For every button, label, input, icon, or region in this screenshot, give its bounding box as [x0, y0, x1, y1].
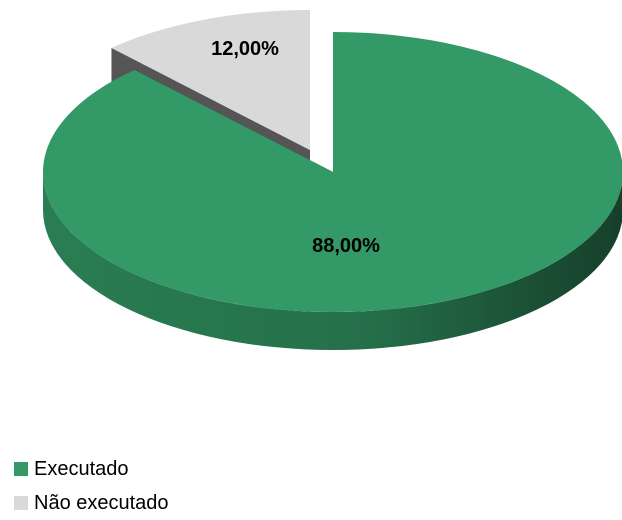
data-label-executado: 88,00% — [312, 235, 380, 257]
legend-label-nao-executado: Não executado — [34, 491, 169, 514]
legend-swatch-executado — [14, 462, 28, 476]
slice-executado — [43, 32, 622, 312]
legend: Executado Não executado — [14, 452, 169, 520]
legend-label-executado: Executado — [34, 457, 129, 480]
legend-item-executado: Executado — [14, 452, 169, 486]
legend-item-nao-executado: Não executado — [14, 486, 169, 520]
slice-nao-executado — [111, 10, 310, 150]
slice-rim-executado — [43, 172, 622, 350]
data-label-nao-executado: 12,00% — [211, 38, 279, 60]
legend-swatch-nao-executado — [14, 496, 28, 510]
